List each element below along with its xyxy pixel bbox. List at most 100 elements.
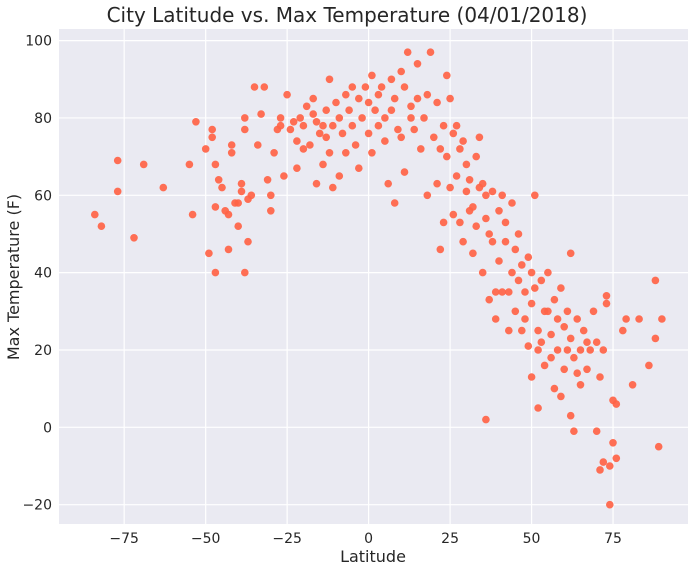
- data-point: [302, 102, 311, 111]
- data-point: [227, 141, 236, 149]
- data-point: [658, 315, 666, 323]
- data-point: [524, 253, 533, 261]
- data-point: [384, 179, 393, 188]
- data-point: [498, 288, 507, 296]
- data-point: [563, 307, 572, 316]
- data-point: [488, 237, 497, 246]
- data-point: [276, 114, 285, 122]
- data-point: [299, 145, 308, 153]
- data-point: [390, 94, 399, 103]
- data-point: [645, 361, 653, 370]
- data-point: [579, 326, 588, 335]
- data-point: [602, 299, 611, 308]
- data-point: [436, 245, 445, 254]
- data-point: [547, 330, 555, 339]
- data-point: [211, 203, 220, 211]
- data-point: [371, 106, 379, 114]
- data-point: [596, 466, 604, 474]
- data-point: [289, 118, 298, 126]
- data-point: [325, 75, 334, 84]
- data-point: [211, 268, 220, 277]
- y-tick-label: −20: [22, 498, 52, 514]
- data-point: [452, 121, 461, 130]
- data-point: [224, 210, 233, 219]
- data-point: [351, 141, 360, 149]
- data-point: [260, 83, 269, 91]
- data-point: [439, 121, 448, 130]
- data-point: [345, 106, 353, 114]
- data-point: [293, 164, 301, 172]
- data-point: [462, 160, 471, 169]
- data-point: [338, 129, 347, 138]
- data-point: [459, 237, 467, 246]
- data-point: [293, 137, 301, 145]
- data-point: [495, 207, 503, 215]
- data-point: [527, 373, 536, 381]
- data-point: [651, 276, 660, 285]
- data-point: [553, 315, 562, 323]
- data-point: [449, 129, 458, 138]
- data-point: [602, 292, 611, 300]
- data-point: [423, 191, 432, 200]
- data-point: [482, 214, 490, 223]
- data-point: [566, 411, 575, 420]
- data-point: [348, 121, 357, 130]
- data-point: [381, 137, 389, 145]
- data-point: [319, 160, 327, 169]
- data-point: [544, 268, 552, 277]
- data-point: [547, 353, 555, 362]
- data-point: [570, 353, 578, 362]
- data-point: [364, 129, 373, 138]
- data-point: [335, 172, 344, 180]
- data-point: [390, 199, 399, 207]
- data-point: [592, 427, 601, 436]
- data-point: [417, 145, 425, 153]
- data-point: [299, 121, 308, 130]
- data-point: [534, 404, 542, 412]
- x-axis-label: Latitude: [340, 547, 406, 566]
- data-point: [439, 218, 448, 227]
- data-point: [491, 288, 500, 296]
- data-point: [612, 454, 621, 463]
- data-point: [192, 118, 200, 126]
- grid-lines: [59, 29, 688, 524]
- data-point: [227, 149, 236, 157]
- data-point: [159, 183, 168, 192]
- data-point: [329, 121, 337, 130]
- data-point: [241, 114, 249, 122]
- y-tick-label: 0: [43, 420, 52, 436]
- data-point: [563, 346, 572, 354]
- data-point: [374, 90, 383, 99]
- data-point: [651, 334, 660, 343]
- data-point: [472, 152, 481, 161]
- data-point: [241, 125, 249, 134]
- data-point: [407, 102, 415, 111]
- data-point: [257, 110, 265, 118]
- data-point: [234, 222, 242, 230]
- data-point: [609, 439, 617, 447]
- y-tick-label: 20: [34, 343, 52, 359]
- data-point: [224, 245, 233, 254]
- data-point: [211, 160, 220, 169]
- data-point: [583, 365, 591, 374]
- data-point: [443, 71, 451, 80]
- data-point: [130, 234, 138, 242]
- data-point: [531, 284, 539, 292]
- data-point: [368, 71, 376, 80]
- data-point: [309, 94, 318, 103]
- data-point: [472, 222, 481, 230]
- y-tick-label: 80: [34, 111, 52, 127]
- data-point: [358, 114, 366, 122]
- data-point: [482, 415, 490, 424]
- data-point: [319, 121, 327, 130]
- y-tick-label: 60: [34, 188, 52, 204]
- data-point: [446, 94, 454, 103]
- data-point: [361, 83, 370, 91]
- data-point: [485, 230, 494, 238]
- data-point: [214, 176, 223, 184]
- data-point: [511, 245, 520, 254]
- y-axis-label: Max Temperature (F): [4, 194, 23, 360]
- data-point: [348, 83, 357, 91]
- data-point: [478, 268, 487, 277]
